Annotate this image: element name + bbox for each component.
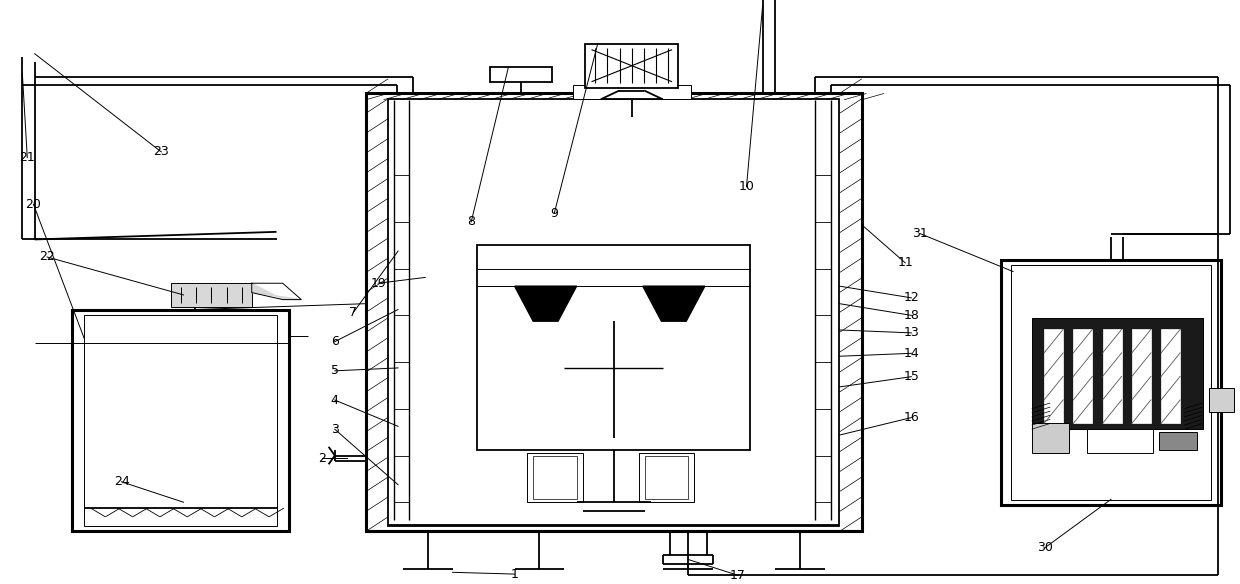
- Bar: [366, 93, 862, 531]
- Bar: [171, 283, 252, 307]
- Text: 18: 18: [904, 309, 919, 322]
- Text: 15: 15: [904, 370, 919, 383]
- Bar: [1087, 429, 1153, 453]
- Text: 30: 30: [1037, 541, 1053, 554]
- Bar: [1001, 260, 1221, 505]
- Text: 7: 7: [350, 306, 357, 319]
- Text: 9: 9: [551, 207, 558, 220]
- Polygon shape: [515, 286, 577, 321]
- Bar: [1011, 265, 1211, 500]
- Text: 2: 2: [319, 452, 326, 465]
- Text: 31: 31: [913, 227, 928, 240]
- Text: 24: 24: [114, 475, 129, 488]
- Bar: [84, 315, 277, 526]
- Text: 11: 11: [898, 256, 913, 269]
- Bar: [388, 99, 839, 526]
- Polygon shape: [642, 286, 704, 321]
- Text: 13: 13: [904, 326, 919, 339]
- Text: 20: 20: [26, 198, 41, 211]
- Bar: [1209, 388, 1234, 412]
- Bar: [1032, 423, 1069, 453]
- Bar: [1161, 329, 1180, 423]
- Bar: [573, 85, 691, 99]
- Text: 23: 23: [154, 145, 169, 158]
- Bar: [1132, 329, 1151, 423]
- Text: 3: 3: [331, 423, 339, 436]
- Bar: [527, 453, 583, 502]
- Text: 6: 6: [331, 335, 339, 348]
- Bar: [1074, 329, 1092, 423]
- Text: 14: 14: [904, 347, 919, 360]
- Text: 17: 17: [730, 569, 745, 582]
- Text: 1: 1: [511, 568, 518, 580]
- Bar: [1044, 329, 1063, 423]
- Bar: [639, 453, 694, 502]
- Bar: [477, 245, 750, 450]
- Bar: [533, 456, 577, 499]
- Bar: [72, 310, 289, 531]
- Text: 21: 21: [20, 151, 35, 164]
- Text: 5: 5: [331, 364, 339, 377]
- Bar: [645, 456, 688, 499]
- Text: 19: 19: [371, 277, 386, 290]
- Bar: [1032, 318, 1203, 429]
- Bar: [1159, 432, 1197, 450]
- Text: 16: 16: [904, 411, 919, 424]
- Text: 12: 12: [904, 291, 919, 304]
- Polygon shape: [252, 283, 301, 300]
- Text: 22: 22: [40, 251, 55, 263]
- Text: 10: 10: [739, 180, 754, 193]
- Text: 4: 4: [331, 394, 339, 406]
- Bar: [490, 67, 552, 82]
- Text: 8: 8: [467, 215, 475, 228]
- Bar: [1102, 329, 1122, 423]
- Bar: [585, 44, 678, 88]
